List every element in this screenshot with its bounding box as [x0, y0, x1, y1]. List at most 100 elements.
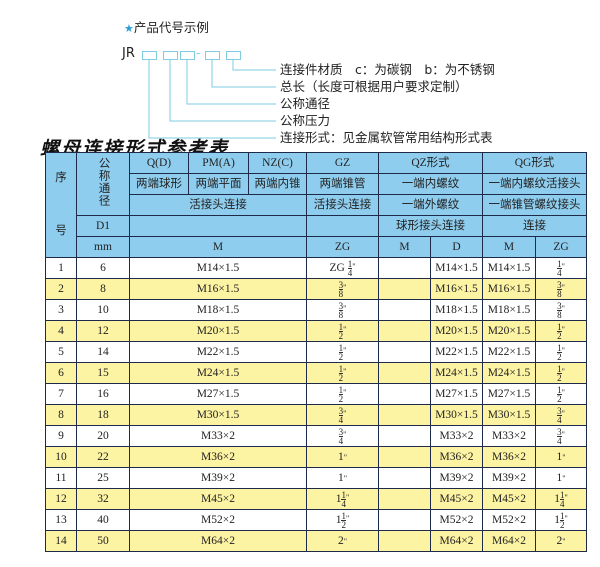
seq: 14: [45, 530, 77, 552]
seq: 12: [45, 488, 77, 510]
nut-connection-table: 序号 公称通径 Q(D) PM(A) NZ(C) GZ QZ形式 QG形式 两端…: [45, 152, 587, 552]
qg-zg: 3 8 ": [535, 278, 587, 300]
seq: 2: [45, 278, 77, 300]
inch-mark: ": [343, 536, 347, 546]
d1: 14: [76, 341, 130, 363]
zg: ZG 1 4 ": [306, 257, 379, 279]
zg: 3 8 ": [306, 278, 379, 300]
table-row: 11 25 M39×2 1" M39×2 M39×2 1": [45, 467, 587, 489]
qz-d: M20×1.5: [430, 320, 483, 342]
table-row: 8 18 M30×1.5 3 4 " M30×1.5 M30×1.5 3 4 ": [45, 404, 587, 426]
qz-d: M39×2: [430, 467, 483, 489]
zg: 1 2 ": [306, 383, 379, 405]
seq: 5: [45, 341, 77, 363]
whole: 1: [335, 492, 342, 505]
m-thread: M22×1.5: [129, 341, 307, 363]
d1: 12: [76, 320, 130, 342]
qz-d: M36×2: [430, 446, 483, 468]
code-prefix: JR: [122, 46, 135, 61]
qg-m: M24×1.5: [482, 362, 536, 384]
seq: 10: [45, 446, 77, 468]
numerator: 3: [557, 300, 562, 311]
inch-mark: ": [343, 408, 347, 418]
seq: 6: [45, 362, 77, 384]
inch-mark: ": [561, 345, 565, 355]
m-thread: M16×1.5: [129, 278, 307, 300]
col-zg: ZG: [306, 236, 379, 258]
inch-mark: ": [564, 513, 568, 523]
numerator: 1: [559, 489, 565, 500]
qz-m: [378, 446, 431, 468]
code-box-5: [226, 51, 241, 60]
zg: 1": [306, 467, 379, 489]
qz-d: M18×1.5: [430, 299, 483, 321]
qg-zg: 1": [535, 467, 587, 489]
d1: 22: [76, 446, 130, 468]
m-thread: M64×2: [129, 530, 307, 552]
numerator: 1: [338, 363, 344, 374]
qg-zg: 2": [535, 530, 587, 552]
zg: 3 4 ": [306, 425, 379, 447]
seq: 8: [45, 404, 77, 426]
table-row: 12 32 M45×2 1 1 4 " M45×2 M45×2 1 1 4 ": [45, 488, 587, 510]
inch-mark: ": [561, 429, 565, 439]
zg: 1": [306, 446, 379, 468]
denominator: 2: [338, 372, 344, 383]
seq: 3: [45, 299, 77, 321]
d1: 25: [76, 467, 130, 489]
d1: 8: [76, 278, 130, 300]
conn2-qz: 球形接头连接: [378, 215, 483, 237]
qg-m: M18×1.5: [482, 299, 536, 321]
inch-mark: ": [561, 303, 565, 313]
d1: 40: [76, 509, 130, 531]
qz-m: [378, 425, 431, 447]
inch-mark: ": [561, 324, 565, 334]
numerator: 1: [557, 258, 562, 269]
qg-zg: 1 2 ": [535, 383, 587, 405]
code-box-1: [142, 51, 157, 60]
conn-qg: 一端锥管螺纹接头: [482, 194, 587, 216]
qg-zg: 1 2 ": [535, 320, 587, 342]
m-thread: M30×1.5: [129, 404, 307, 426]
seq-top: 序: [55, 172, 67, 184]
unit-mm: mm: [76, 236, 130, 258]
qz-m: [378, 383, 431, 405]
qg-zg: 1 1 2 ": [535, 509, 587, 531]
qz-d: M30×1.5: [430, 404, 483, 426]
zg: 3 8 ": [306, 299, 379, 321]
numerator: 1: [338, 384, 344, 395]
d1: 6: [76, 257, 130, 279]
qg-m: M45×2: [482, 488, 536, 510]
qg-m: M16×1.5: [482, 278, 536, 300]
d1: 10: [76, 299, 130, 321]
col-qz-m: M: [378, 236, 431, 258]
qg-m: M30×1.5: [482, 404, 536, 426]
inch-mark: ": [561, 408, 565, 418]
numerator: 1: [557, 342, 562, 353]
whole: 1: [337, 471, 344, 484]
inch-mark: ": [343, 473, 347, 483]
qz-m: [378, 257, 431, 279]
type-gz: GZ: [306, 152, 379, 174]
code-box-3: [180, 51, 195, 60]
qz-m: [378, 341, 431, 363]
qg-zg: 3 4 ": [535, 404, 587, 426]
denominator: 8: [557, 309, 562, 320]
type-qg: QG形式: [482, 152, 587, 174]
seq-bottom: 号: [55, 225, 67, 237]
inch-mark: ": [345, 492, 350, 502]
qz-d: M52×2: [430, 509, 483, 531]
whole: 1: [337, 450, 344, 463]
inch-mark: ": [343, 452, 347, 462]
m-thread: M39×2: [129, 467, 307, 489]
qg-m: M14×1.5: [482, 257, 536, 279]
whole: 1: [556, 471, 563, 484]
